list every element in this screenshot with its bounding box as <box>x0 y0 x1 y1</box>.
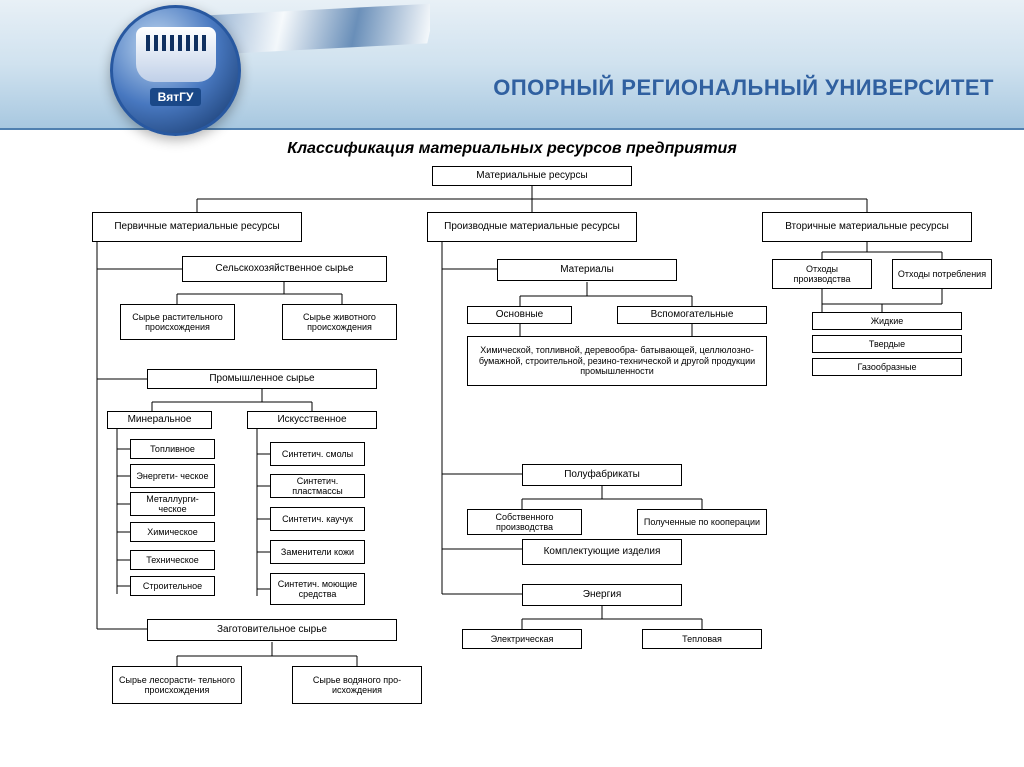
node-forest: Сырье лесорасти- тельного происхождения <box>112 666 242 704</box>
node-materials: Материалы <box>497 259 677 281</box>
node-industrial: Промышленное сырье <box>147 369 377 389</box>
university-logo: ВятГУ <box>110 5 241 136</box>
node-plant-origin: Сырье растительного происхождения <box>120 304 235 340</box>
node-construction: Строительное <box>130 576 215 596</box>
node-chemical: Химическое <box>130 522 215 542</box>
node-own-prod: Собственного производства <box>467 509 582 535</box>
node-secondary: Вторичные материальные ресурсы <box>762 212 972 242</box>
node-animal-origin: Сырье животного происхождения <box>282 304 397 340</box>
node-detergent: Синтетич. моющие средства <box>270 573 365 605</box>
node-energy-min: Энергети- ческое <box>130 464 215 488</box>
node-energy: Энергия <box>522 584 682 606</box>
node-coop: Полученные по кооперации <box>637 509 767 535</box>
node-components: Комплектующие изделия <box>522 539 682 565</box>
node-fuel: Топливное <box>130 439 215 459</box>
node-liquid: Жидкие <box>812 312 962 330</box>
logo-building-icon <box>136 27 216 82</box>
node-thermal: Тепловая <box>642 629 762 649</box>
node-semi: Полуфабрикаты <box>522 464 682 486</box>
node-industries: Химической, топливной, деревообра- батыв… <box>467 336 767 386</box>
node-solid: Твердые <box>812 335 962 353</box>
slide-header: ВятГУ ОПОРНЫЙ РЕГИОНАЛЬНЫЙ УНИВЕРСИТЕТ <box>0 0 1024 130</box>
node-production: Производные материальные ресурсы <box>427 212 637 242</box>
node-mineral: Минеральное <box>107 411 212 429</box>
classification-diagram: Материальные ресурсы Первичные материаль… <box>12 164 1012 764</box>
node-synt-plastic: Синтетич. пластмассы <box>270 474 365 498</box>
node-waste-prod: Отходы производства <box>772 259 872 289</box>
node-technical: Техническое <box>130 550 215 570</box>
node-synt-resin: Синтетич. смолы <box>270 442 365 466</box>
node-primary: Первичные материальные ресурсы <box>92 212 302 242</box>
node-root: Материальные ресурсы <box>432 166 632 186</box>
header-title: ОПОРНЫЙ РЕГИОНАЛЬНЫЙ УНИВЕРСИТЕТ <box>493 75 994 101</box>
node-procurement: Заготовительное сырье <box>147 619 397 641</box>
logo-text: ВятГУ <box>150 88 202 106</box>
node-agri: Сельскохозяйственное сырье <box>182 256 387 282</box>
node-aux-mat: Вспомогательные <box>617 306 767 324</box>
node-waste-cons: Отходы потребления <box>892 259 992 289</box>
node-metallurg: Металлурги- ческое <box>130 492 215 516</box>
node-leather-sub: Заменители кожи <box>270 540 365 564</box>
node-electric: Электрическая <box>462 629 582 649</box>
node-water: Сырье водяного про- исхождения <box>292 666 422 704</box>
node-synt-rubber: Синтетич. каучук <box>270 507 365 531</box>
node-artificial: Искусственное <box>247 411 377 429</box>
node-gas: Газообразные <box>812 358 962 376</box>
node-main-mat: Основные <box>467 306 572 324</box>
slide-title: Классификация материальных ресурсов пред… <box>0 140 1024 158</box>
